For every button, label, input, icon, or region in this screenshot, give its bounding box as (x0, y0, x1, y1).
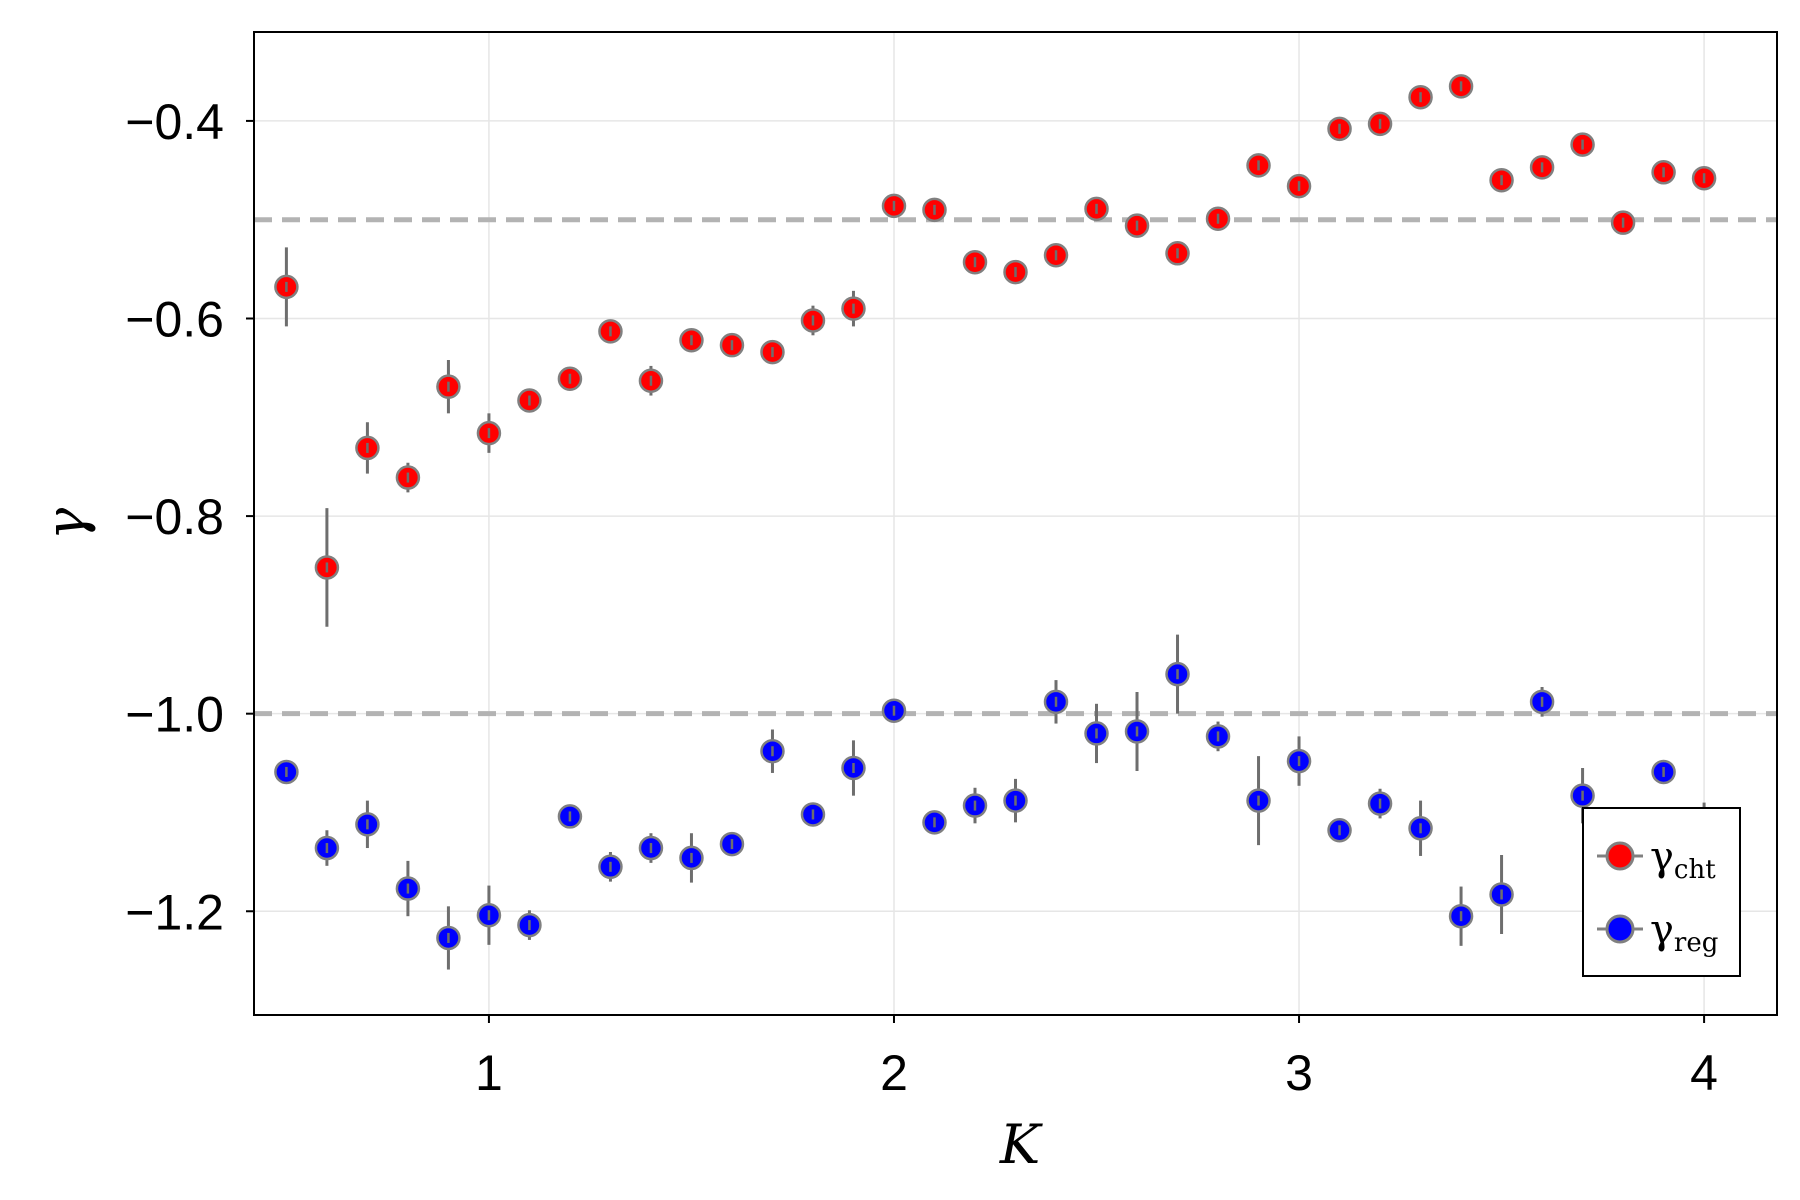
legend-subscript-cht: cht (1674, 855, 1716, 885)
plot-background (254, 32, 1777, 1015)
legend-entry-reg: γreg (1597, 907, 1718, 958)
x-tick-label: 1 (475, 1045, 503, 1101)
y-axis-ticks: −1.2 −1.0 −0.8 −0.6 −0.4 (125, 94, 254, 940)
y-tick-label: −1.0 (125, 687, 224, 743)
legend-subscript-reg: reg (1674, 928, 1718, 958)
x-axis-label: K (999, 1113, 1043, 1176)
y-tick-label: −1.2 (125, 884, 224, 940)
legend-marker-cht (1605, 841, 1635, 871)
x-tick-label: 2 (880, 1045, 908, 1101)
legend-box (1582, 807, 1741, 977)
legend-symbol-cht: γ (1650, 834, 1674, 880)
y-axis-label: γ (34, 507, 97, 540)
x-tick-label: 3 (1285, 1045, 1313, 1101)
legend-label-cht: γcht (1650, 834, 1716, 885)
legend-label-reg: γreg (1650, 907, 1718, 958)
plot-area (254, 32, 1777, 1015)
legend-marker-reg (1605, 914, 1635, 944)
reference-lines (254, 217, 1777, 717)
x-tick-label: 4 (1690, 1045, 1718, 1101)
data-markers (274, 74, 1717, 970)
y-tick-label: −0.8 (125, 489, 224, 545)
legend-entry-cht: γcht (1597, 834, 1716, 885)
plot-border (253, 31, 1778, 1016)
y-tick-label: −0.4 (125, 94, 224, 150)
plot-frame (253, 31, 1778, 1016)
y-tick-label: −0.6 (125, 292, 224, 348)
legend: γcht γreg (1582, 807, 1741, 977)
x-axis-ticks: 1 2 3 4 (475, 1015, 1718, 1101)
legend-symbol-reg: γ (1650, 907, 1674, 953)
